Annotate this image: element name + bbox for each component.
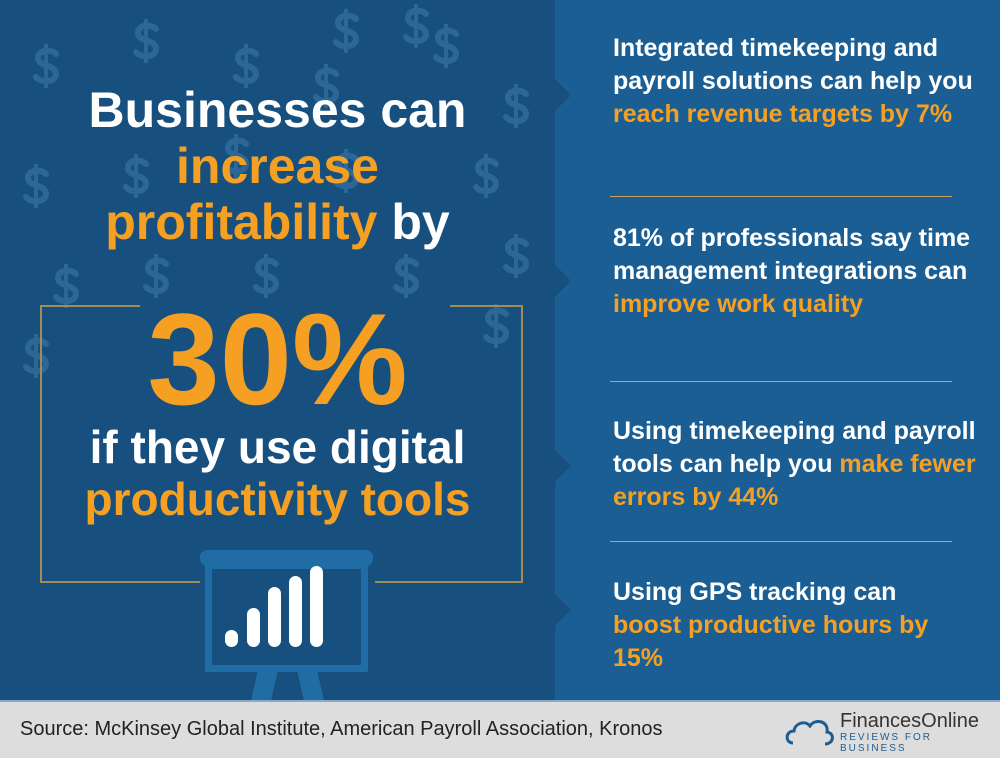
dollar-sign-icon [253, 254, 280, 298]
source-text: Source: McKinsey Global Institute, Ameri… [20, 718, 663, 740]
dollar-sign-icon [223, 134, 250, 178]
divider [610, 196, 952, 197]
fact-text: 81% of professionals say time management… [613, 224, 971, 285]
right-panel [555, 0, 1000, 700]
headline-by: by [377, 194, 450, 250]
dollar-sign-icon [333, 149, 360, 193]
divider [610, 541, 952, 542]
dollar-sign-icon [403, 4, 430, 48]
frame-gap [140, 300, 450, 320]
cloud-logo-icon [785, 719, 834, 746]
fact-highlight: reach revenue targets by 7% [613, 100, 953, 128]
dollar-sign-icon [53, 264, 80, 308]
dollar-sign-icon [503, 234, 530, 278]
dollar-sign-icon [393, 254, 420, 298]
fact-highlight: make fewer errors by 44% [613, 450, 976, 511]
brand-name: FinancesOnline [839, 710, 979, 732]
headline-accent: profitability [105, 194, 378, 250]
fact-highlight: improve work quality [613, 290, 864, 318]
dollar-sign-icon [333, 9, 360, 53]
dollar-sign-icon [23, 164, 50, 208]
arrow-notch [555, 450, 571, 482]
fact-highlight: boost productive hours by 15% [613, 611, 929, 672]
dollar-sign-icon [483, 304, 510, 348]
headline-line3: profitability by [0, 194, 555, 250]
arrow-notch [555, 265, 571, 297]
dollar-sign-icon [473, 154, 500, 198]
headline-line4: if they use digital [89, 421, 466, 473]
dollar-sign-icon [133, 19, 160, 63]
headline-line5: productivity tools [84, 473, 471, 525]
headline-line1: Businesses can [88, 82, 467, 138]
dollar-sign-icon [313, 64, 340, 108]
fact-text: Integrated timekeeping and payroll solut… [613, 34, 973, 95]
dollar-sign-icon [233, 44, 260, 88]
financesonline-logo[interactable]: FinancesOnline REVIEWS FOR BUSINESS [785, 710, 1000, 754]
fact-revenue: Integrated timekeeping and payroll solut… [613, 32, 983, 131]
fact-gps: Using GPS tracking can boost productive … [613, 576, 943, 675]
big-percentage: 30% [147, 286, 408, 432]
divider [610, 381, 952, 382]
dollar-sign-icon [503, 84, 530, 128]
dollar-sign-icon [123, 154, 150, 198]
dollar-sign-icon [33, 44, 60, 88]
fact-errors: Using timekeeping and payroll tools can … [613, 415, 993, 514]
brand-tagline: REVIEWS FOR BUSINESS [839, 732, 932, 754]
arrow-notch [555, 79, 571, 111]
dollar-sign-icon [23, 334, 50, 378]
dollar-sign-icon [143, 254, 170, 298]
footer: Source: McKinsey Global Institute, Ameri… [0, 700, 1000, 758]
fact-work-quality: 81% of professionals say time management… [613, 222, 983, 321]
fact-text: Using timekeeping and payroll tools can … [613, 417, 976, 478]
dollar-sign-icon [433, 24, 460, 68]
arrow-notch [555, 594, 571, 626]
dollar-pattern [23, 4, 530, 378]
left-panel: Businesses can increase profitability by… [0, 4, 555, 700]
fact-text: Using GPS tracking can [613, 578, 897, 606]
presentation-chart-icon [200, 545, 375, 700]
headline-line2: increase [176, 138, 379, 194]
